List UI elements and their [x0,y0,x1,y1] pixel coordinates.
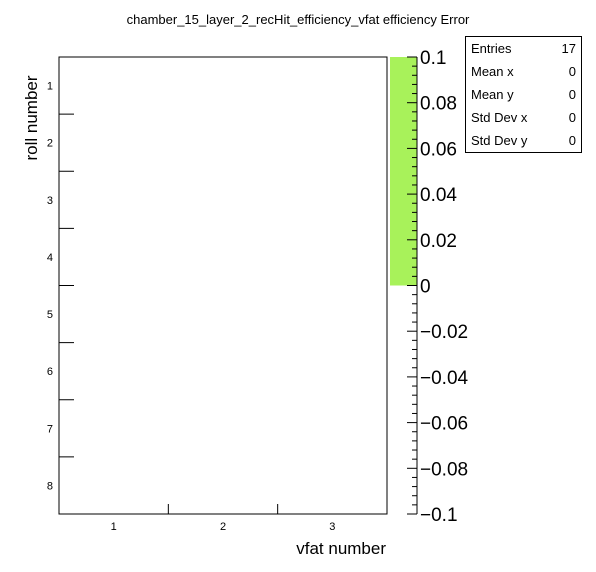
x-tick-label: 1 [111,521,117,533]
x-axis: 1 2 3 [111,504,335,533]
palette-tick-label: 0.1 [420,48,446,69]
y-axis-label: roll number [22,75,41,160]
palette-tick-label: 0.02 [420,231,457,252]
stats-row: Mean y 0 [471,87,576,107]
palette-tick-label: −0.02 [420,322,468,343]
stats-key: Entries [471,41,512,56]
y-tick-label: 4 [47,252,53,264]
x-tick-label: 3 [329,521,335,533]
y-tick-label: 3 [47,195,53,207]
y-tick-label: 1 [47,81,53,93]
stats-value: 0 [568,64,576,79]
stats-row: Entries 17 [471,41,576,61]
stats-row: Std Dev x 0 [471,110,576,130]
palette-fill [390,57,417,286]
stats-box: Entries 17 Mean x 0 Mean y 0 Std Dev x 0 Std Dev… [465,36,582,153]
chart-title: chamber_15_layer_2_recHit_efficiency_vfa… [127,12,470,27]
palette-tick-label: 0.08 [420,94,457,115]
stats-key: Mean x [471,64,514,79]
stats-key: Std Dev y [471,133,528,148]
color-palette: 0.1 0.08 0.06 0.04 0.02 0 −0.02 −0.04 −0.06 −0.08… [390,48,469,526]
palette-tick-label: −0.04 [420,368,469,389]
y-tick-label: 8 [47,480,53,492]
x-tick-label: 2 [220,521,226,533]
stats-value: 0 [568,110,576,125]
stats-key: Mean y [471,87,514,102]
y-tick-label: 2 [47,138,53,150]
stats-key: Std Dev x [471,110,528,125]
stats-value: 17 [561,41,576,56]
y-tick-label: 7 [47,423,53,435]
plot-frame [58,56,388,515]
stats-value: 0 [568,133,576,148]
y-tick-label: 6 [47,366,53,378]
y-tick-label: 5 [47,309,53,321]
y-axis: 1 2 3 4 5 6 7 8 [47,81,74,492]
palette-tick-label: −0.06 [420,414,468,435]
stats-row: Mean x 0 [471,64,576,84]
palette-tick-label: 0.04 [420,185,457,206]
palette-tick-label: −0.08 [420,459,468,480]
palette-tick-label: 0.06 [420,139,457,160]
stats-value: 0 [568,87,576,102]
x-axis-label: vfat number [296,539,386,558]
palette-tick-label: −0.1 [420,505,458,526]
palette-tick-label: 0 [420,277,431,298]
stats-row: Std Dev y 0 [471,133,576,153]
